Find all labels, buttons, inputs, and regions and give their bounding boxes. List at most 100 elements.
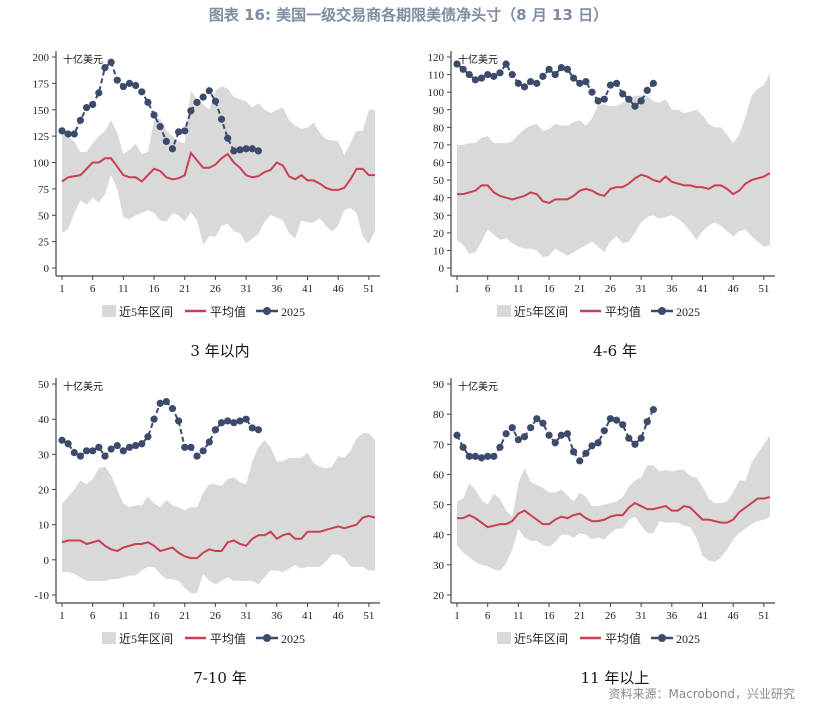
series-2025-point xyxy=(64,440,72,448)
series-2025-point xyxy=(496,443,504,451)
y-tick-label: 40 xyxy=(433,530,445,542)
x-tick-label: 36 xyxy=(666,610,678,622)
legend-band-swatch xyxy=(497,305,511,317)
series-2025-point xyxy=(649,79,657,87)
series-2025-point xyxy=(471,452,480,460)
series-2025-point xyxy=(490,452,498,460)
x-tick-label: 21 xyxy=(179,610,190,622)
series-2025-point xyxy=(465,452,473,460)
y-tick-label: 25 xyxy=(38,237,50,249)
series-2025-point xyxy=(70,448,78,457)
series-2025-point xyxy=(453,60,461,68)
unit-label: 十亿美元 xyxy=(458,380,498,393)
legend-band-swatch xyxy=(102,632,116,644)
legend-label: 近5年区间 xyxy=(514,305,568,319)
y-tick-label: 125 xyxy=(33,131,50,143)
series-2025-point xyxy=(217,419,226,427)
series-2025-point xyxy=(471,76,480,84)
unit-label: 十亿美元 xyxy=(458,53,498,66)
series-2025-point xyxy=(242,145,250,153)
series-2025-point xyxy=(199,93,207,101)
series-2025-point xyxy=(58,436,66,444)
y-tick-label: 70 xyxy=(433,140,445,152)
series-2025-point xyxy=(459,443,467,451)
series-2025-point xyxy=(496,69,504,77)
series-2025-point xyxy=(557,431,565,439)
y-tick-label: 80 xyxy=(433,122,445,134)
x-tick-label: 26 xyxy=(605,283,617,295)
series-2025-point xyxy=(508,424,516,432)
x-tick-label: 26 xyxy=(210,610,222,622)
chart-panel-3: 20 30 40 50 60 70 80 90 1 6 11 16 21 26 31 36 41 46 51 十亿美元… xyxy=(415,372,815,692)
series-2025-point xyxy=(156,123,164,131)
y-tick-label: 20 xyxy=(433,590,445,602)
series-2025-point xyxy=(594,97,602,105)
series-2025-point xyxy=(119,82,127,91)
series-2025-point xyxy=(484,452,492,460)
series-2025-point xyxy=(211,97,220,105)
series-2025-point xyxy=(453,431,461,439)
series-2025-point xyxy=(643,86,651,95)
series-2025-point xyxy=(113,441,121,450)
unit-label: 十亿美元 xyxy=(63,380,103,393)
x-tick-label: 1 xyxy=(454,283,460,295)
x-tick-label: 26 xyxy=(210,283,222,295)
y-tick-label: -10 xyxy=(34,590,49,602)
y-tick-label: 20 xyxy=(38,485,50,497)
y-tick-label: 50 xyxy=(38,379,50,391)
chart-caption: 11 年以上 xyxy=(580,669,650,687)
series-2025-point xyxy=(631,102,639,110)
series-2025-point xyxy=(64,130,72,138)
series-2025-point xyxy=(76,452,85,460)
mean-line xyxy=(457,496,771,529)
series-2025-point xyxy=(545,65,553,73)
x-tick-label: 46 xyxy=(728,283,740,295)
series-2025-point xyxy=(199,447,207,455)
series-2025-point xyxy=(582,78,590,86)
series-2025-point xyxy=(631,440,639,448)
y-tick-label: 10 xyxy=(38,520,50,532)
x-tick-label: 16 xyxy=(149,610,161,622)
x-tick-label: 31 xyxy=(636,610,647,622)
series-2025-point xyxy=(138,88,146,96)
series-2025-point xyxy=(162,397,170,406)
x-tick-label: 11 xyxy=(513,283,524,295)
series-2025-point xyxy=(211,426,220,434)
series-2025-point xyxy=(119,447,127,455)
mean-line xyxy=(61,514,376,560)
series-2025-point xyxy=(533,415,541,423)
y-tick-label: 0 xyxy=(44,555,50,567)
x-tick-label: 1 xyxy=(59,610,65,622)
y-tick-label: 50 xyxy=(433,500,445,512)
series-2025-point xyxy=(132,81,140,90)
x-tick-label: 11 xyxy=(118,283,129,295)
series-2025-point xyxy=(187,443,195,451)
legend-2025-marker xyxy=(658,634,666,642)
series-2025-point xyxy=(82,104,91,112)
x-tick-label: 31 xyxy=(636,283,647,295)
chart-panel-0: 0 25 50 75 100 125 150 175 200 1 6 11 16 21 26 31 36 41 46… xyxy=(20,45,420,365)
series-2025-point xyxy=(254,147,262,155)
series-2025-point xyxy=(95,89,103,97)
x-tick-label: 51 xyxy=(758,283,769,295)
series-2025-point xyxy=(144,98,152,106)
series-2025-point xyxy=(150,415,158,423)
series-2025-point xyxy=(58,127,66,135)
legend-2025-marker xyxy=(263,307,271,315)
series-2025-point xyxy=(649,406,657,414)
series-2025-point xyxy=(132,441,140,450)
series-2025-point xyxy=(600,95,608,103)
series-2025-point xyxy=(70,130,78,138)
series-2025-point xyxy=(514,79,522,87)
y-tick-label: 0 xyxy=(44,263,50,275)
series-2025-point xyxy=(520,433,529,441)
series-2025-point xyxy=(576,79,584,87)
series-2025-point xyxy=(150,111,158,119)
series-2025-point xyxy=(484,70,492,79)
series-2025-point xyxy=(477,454,486,462)
x-tick-label: 1 xyxy=(59,283,65,295)
x-tick-label: 16 xyxy=(149,283,161,295)
series-2025-point xyxy=(539,72,547,80)
